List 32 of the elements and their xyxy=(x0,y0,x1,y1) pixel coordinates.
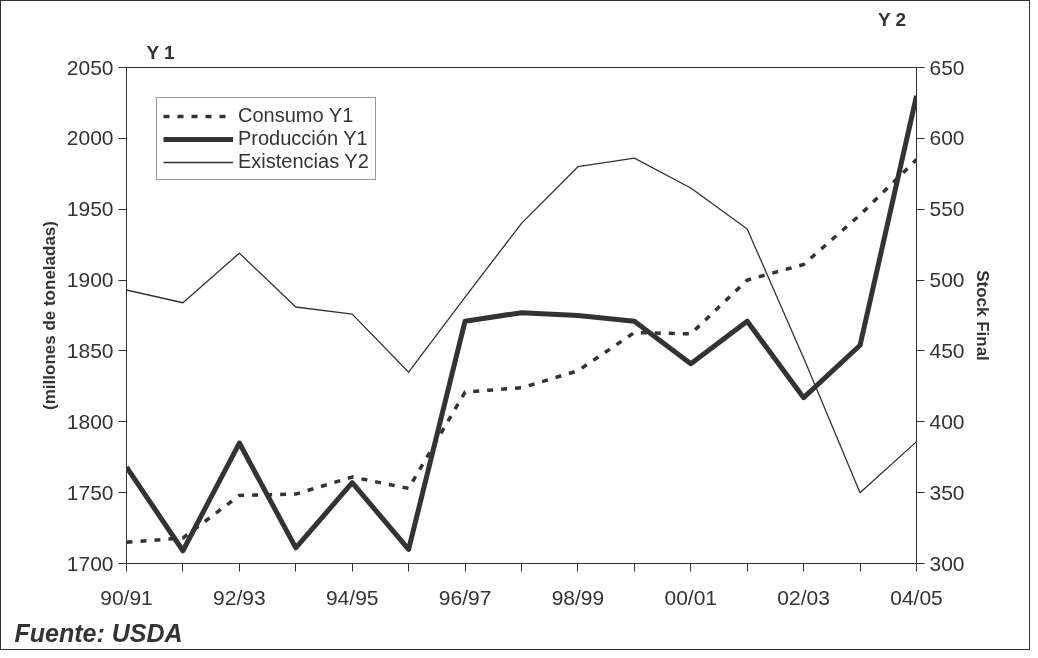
x-tick-label: 04/05 xyxy=(890,585,943,609)
y2-tick-label: 500 xyxy=(929,268,965,292)
legend-label: Consumo Y1 xyxy=(238,104,354,127)
y-tick-label: 1700 xyxy=(66,551,114,575)
y2-tick-label: 650 xyxy=(929,55,965,79)
x-tick-label: 00/01 xyxy=(664,585,718,609)
y-tick-label: 1850 xyxy=(66,338,114,362)
y-tick-label: 1800 xyxy=(66,409,114,433)
x-tick-label: 98/99 xyxy=(551,585,605,609)
y2-tick-label: 600 xyxy=(929,126,965,150)
x-tick-label: 02/03 xyxy=(777,585,830,609)
y2-tick-label: 450 xyxy=(929,338,965,362)
x-tick-label: 96/97 xyxy=(438,585,492,609)
y2-tick-label: 400 xyxy=(929,409,965,433)
y2-tick-label: 350 xyxy=(929,480,965,504)
y-tick-label: 2050 xyxy=(66,55,114,79)
y2-tick-label: 300 xyxy=(929,551,965,575)
y2-axis-title: Stock Final xyxy=(972,270,992,361)
y-tick-label: 1750 xyxy=(66,480,114,504)
y-tick-label: 2000 xyxy=(66,126,114,150)
text: Y 1 xyxy=(146,41,176,63)
y-tick-label: 1900 xyxy=(66,268,114,292)
x-tick-label: 90/91 xyxy=(100,585,153,609)
y-tick-label: 1950 xyxy=(66,197,114,221)
legend-label: Producción Y1 xyxy=(238,127,368,150)
source-note: Fuente: USDA xyxy=(14,618,183,647)
text: Y 2 xyxy=(877,8,907,30)
legend-label: Existencias Y2 xyxy=(238,150,369,173)
x-tick-label: 92/93 xyxy=(213,585,266,609)
x-tick-label: 94/95 xyxy=(325,585,379,609)
y2-tick-label: 550 xyxy=(929,197,965,221)
y-axis-title: (millones de toneladas) xyxy=(39,221,59,410)
